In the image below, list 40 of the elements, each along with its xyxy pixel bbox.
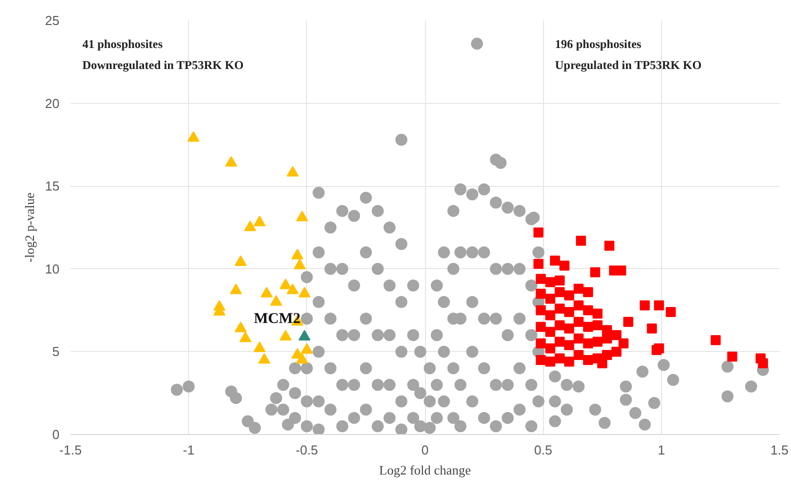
point [298, 330, 310, 340]
x-tick-label: -0.5 [296, 442, 318, 458]
point [280, 330, 292, 340]
y-tick-label: 0 [52, 427, 60, 442]
point [270, 295, 282, 306]
x-tick-label: 1 [658, 442, 665, 458]
point [286, 284, 299, 294]
point [225, 156, 238, 167]
point [280, 278, 292, 290]
x-tick-label: -1.5 [59, 442, 82, 458]
y-axis-title: -log2 p-value [22, 192, 38, 262]
y-tick-label: 5 [52, 344, 60, 360]
x-tick-label: -1 [182, 442, 194, 458]
point [234, 322, 247, 332]
point [260, 286, 273, 298]
point [254, 216, 266, 226]
point [294, 258, 306, 270]
point [187, 131, 200, 142]
point [296, 353, 308, 364]
point [230, 284, 242, 294]
x-axis-title: Log2 fold change [379, 462, 472, 478]
point [286, 166, 299, 177]
y-tick-label: 10 [45, 261, 60, 276]
point [244, 220, 256, 232]
y-tick-label: 15 [45, 178, 60, 194]
point [258, 353, 270, 364]
point [296, 210, 308, 222]
x-tick-label: 0.5 [534, 442, 552, 458]
point [300, 343, 313, 354]
y-tick-label: 20 [45, 96, 60, 111]
x-tick-label: 1.5 [770, 442, 789, 458]
point [254, 342, 266, 352]
point [298, 286, 310, 298]
annotation: 196 phosphosites Upregulated in TP53RK KO [554, 37, 702, 72]
y-tick-label: 25 [45, 13, 60, 28]
annotation: 41 phosphosites Downregulated in TP53RK KO [82, 37, 244, 72]
point [239, 332, 252, 342]
point [234, 255, 247, 266]
x-tick-label: 0 [421, 442, 429, 458]
point [291, 248, 304, 260]
